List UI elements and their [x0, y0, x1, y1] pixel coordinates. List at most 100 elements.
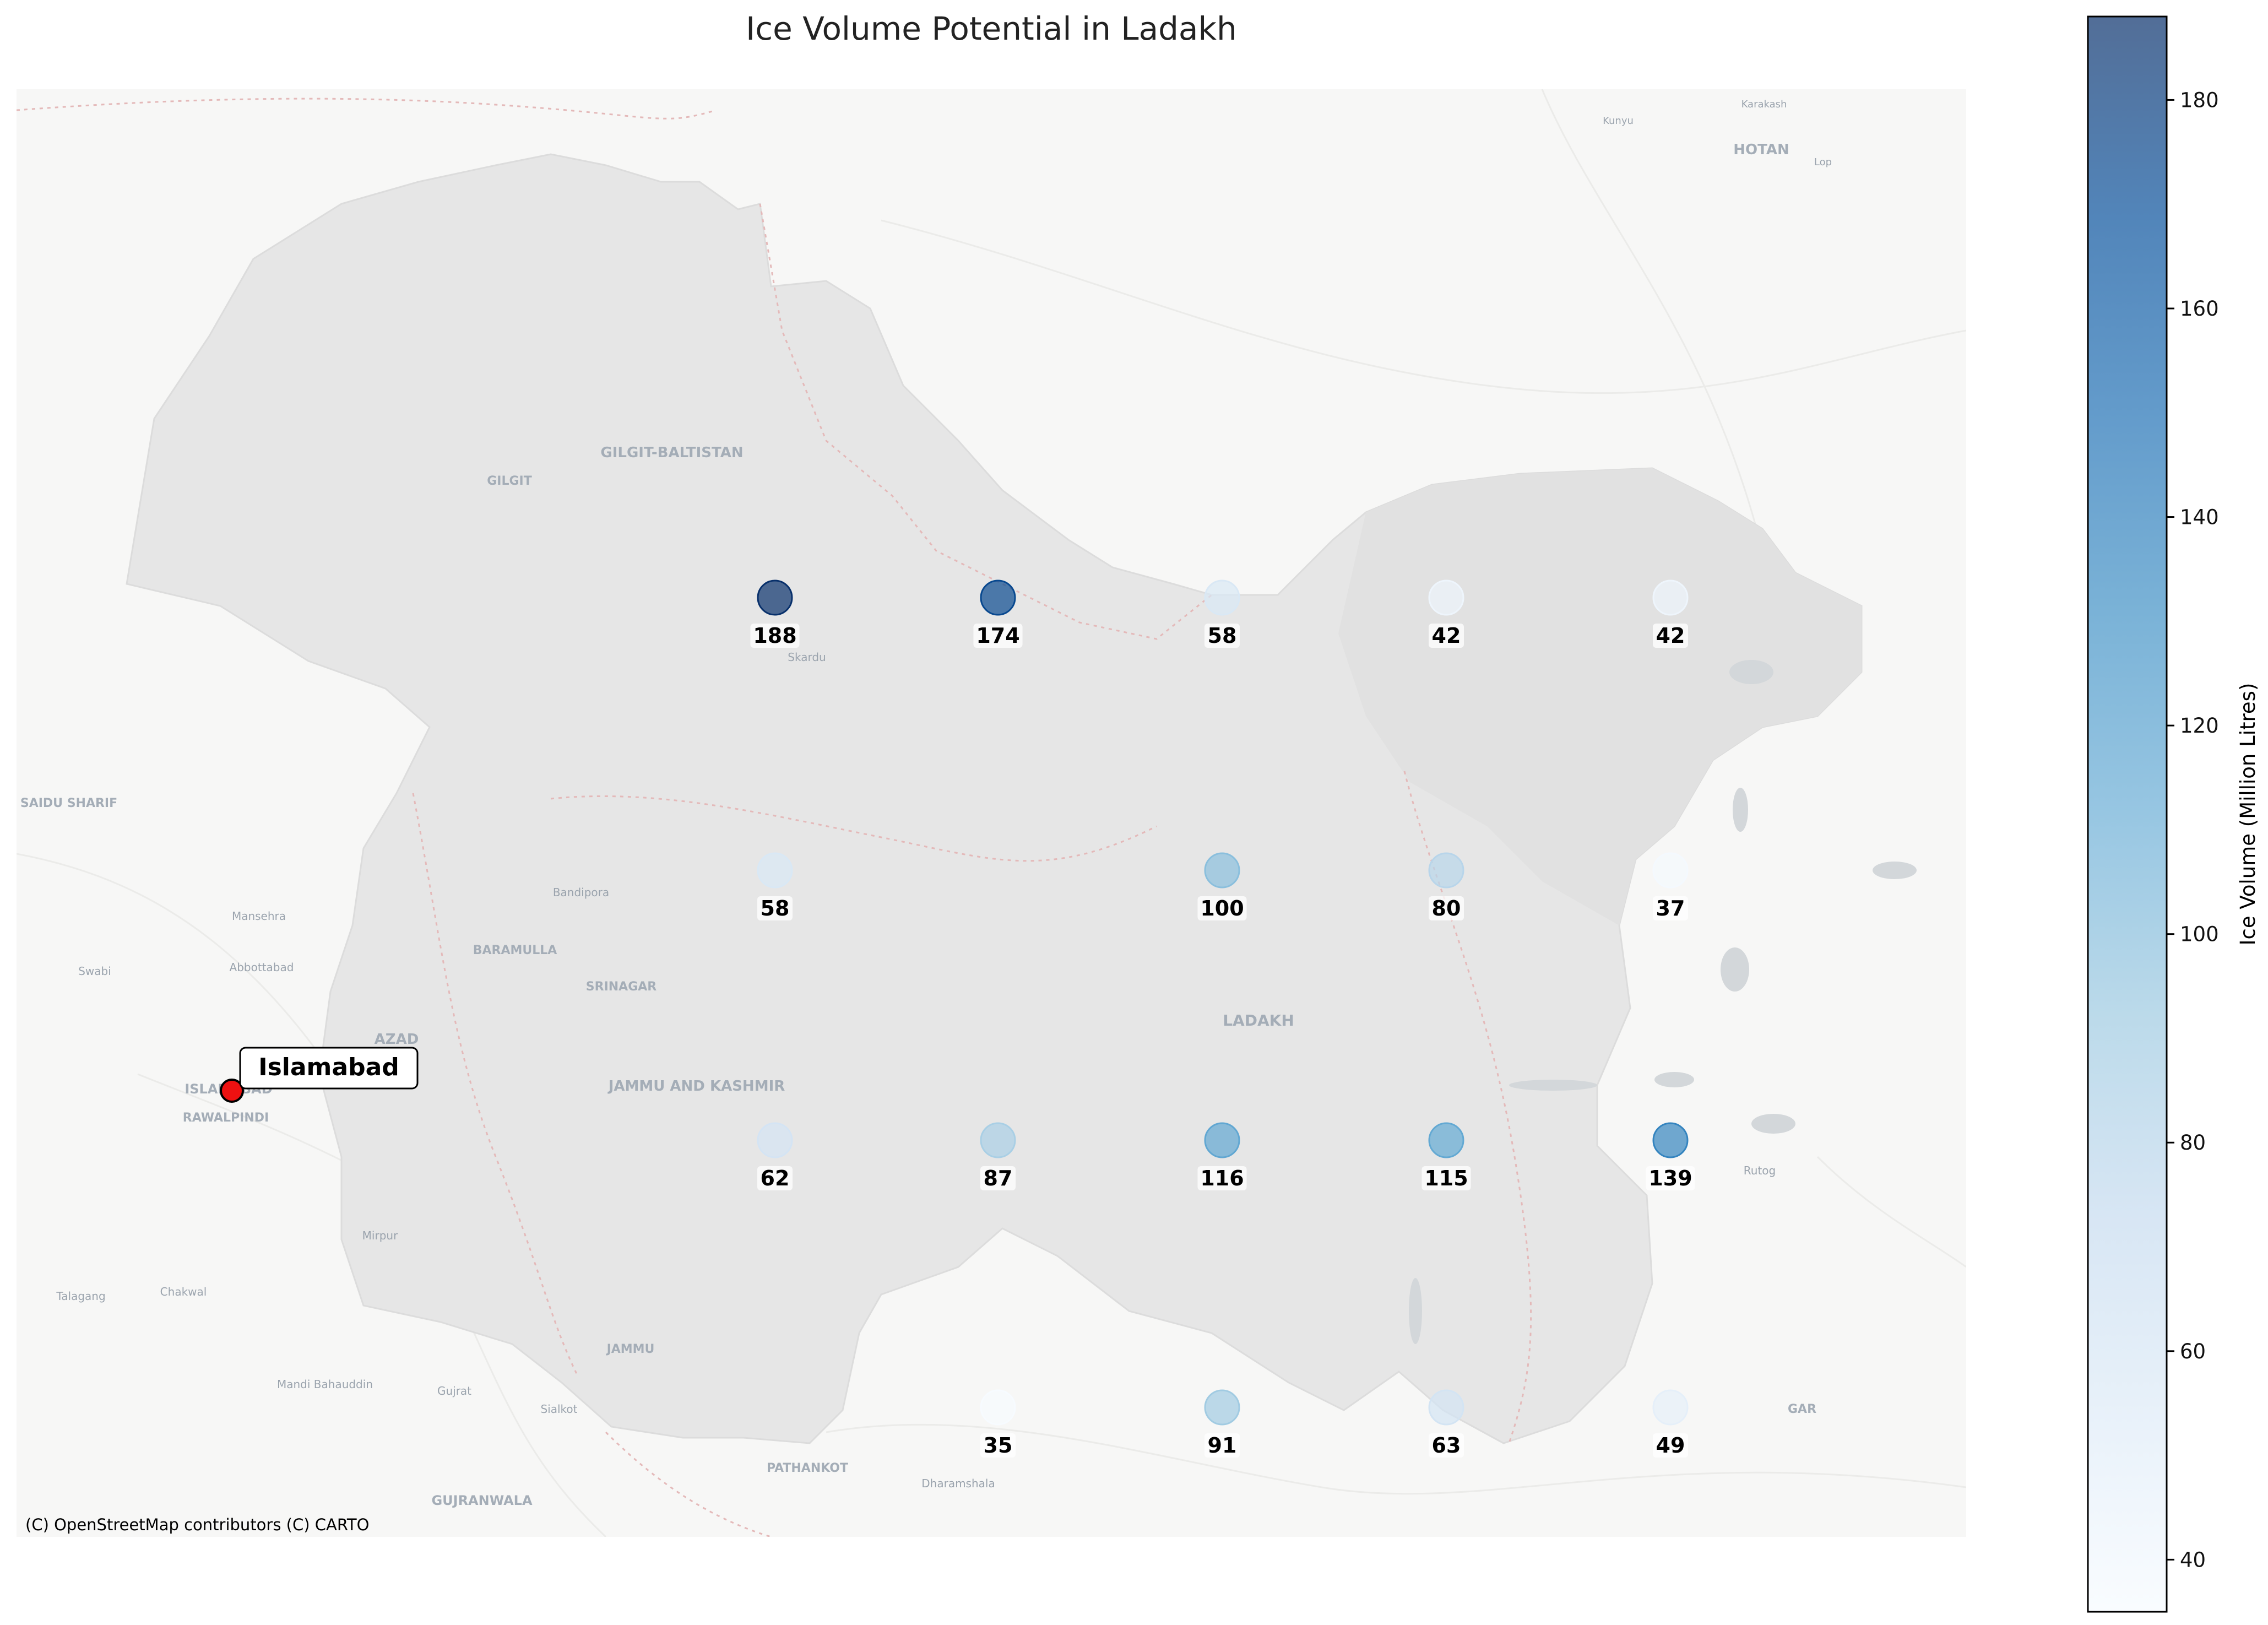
- value-label-bg: [1204, 1433, 1240, 1458]
- colorbar-tick-label: 60: [2180, 1340, 2206, 1363]
- label-jammu: JAMMU: [606, 1342, 655, 1356]
- label-gilgit: GILGIT: [487, 474, 532, 488]
- ice-point[interactable]: [1428, 579, 1464, 616]
- label-swabi: Swabi: [78, 965, 111, 978]
- label-srinagar: SRINAGAR: [586, 980, 656, 994]
- colorbar-tick-label: 180: [2180, 88, 2219, 112]
- colorbar-tick-label: 140: [2180, 506, 2219, 529]
- ice-point[interactable]: [757, 1122, 793, 1158]
- islamabad-marker[interactable]: Islamabad: [220, 1047, 419, 1103]
- value-label: 58: [1208, 624, 1237, 648]
- basemap-labels: GILGIT-BALTISTAN GILGIT Skardu LADAKH JA…: [20, 99, 1832, 1508]
- ice-point[interactable]: [1652, 579, 1689, 616]
- ice-point[interactable]: [980, 1389, 1016, 1426]
- label-gujrat: Gujrat: [437, 1384, 471, 1398]
- value-label: 115: [1424, 1166, 1468, 1190]
- islamabad-dot[interactable]: [220, 1079, 244, 1103]
- region-jammu-kashmir: [126, 153, 1863, 1444]
- value-label: 62: [761, 1166, 790, 1190]
- label-gujranwala: GUJRANWALA: [431, 1493, 533, 1508]
- label-rawalpindi: RAWALPINDI: [183, 1111, 269, 1125]
- value-label-bg: [980, 1166, 1016, 1190]
- ice-point[interactable]: [1428, 1122, 1464, 1158]
- colorbar-tick-label: 80: [2180, 1131, 2206, 1155]
- value-label-bg: [1204, 624, 1240, 648]
- value-label: 100: [1200, 896, 1244, 920]
- label-baramulla: BARAMULLA: [473, 944, 557, 957]
- value-label: 37: [1656, 896, 1685, 920]
- label-rutog: Rutog: [1744, 1164, 1776, 1177]
- label-hotan: HOTAN: [1733, 142, 1789, 158]
- value-label: 42: [1656, 624, 1685, 648]
- water-bodies: [1409, 660, 1917, 1344]
- colorbar-ticks: 40 60 80 100 120 140 160 180: [2167, 88, 2219, 1572]
- ice-point[interactable]: [1204, 1389, 1240, 1426]
- label-sialkot: Sialkot: [540, 1402, 577, 1416]
- region-aksai-chin: [1338, 468, 1862, 925]
- value-label-bg: [980, 1433, 1016, 1458]
- border-lines: [17, 98, 1532, 1537]
- value-label: 58: [761, 896, 790, 920]
- value-label-bg: [1653, 896, 1688, 920]
- label-chakwal: Chakwal: [160, 1285, 207, 1298]
- map-title: Ice Volume Potential in Ladakh: [746, 10, 1237, 47]
- value-label-bg: [1653, 624, 1688, 648]
- islamabad-label-box: [239, 1047, 419, 1090]
- value-label: 91: [1208, 1433, 1237, 1458]
- value-label: 63: [1432, 1433, 1461, 1458]
- value-label: 87: [984, 1166, 1013, 1190]
- label-gar: GAR: [1788, 1402, 1816, 1416]
- value-label-bg: [1429, 624, 1464, 648]
- value-label-bg: [757, 896, 793, 920]
- ice-point[interactable]: [1204, 579, 1240, 616]
- value-label-bg: [1429, 896, 1464, 920]
- colorbar-tick-label: 160: [2180, 297, 2219, 321]
- value-label-bg: [1197, 1166, 1247, 1190]
- value-label: 116: [1200, 1166, 1244, 1190]
- value-label-bg: [750, 624, 800, 648]
- value-label-bg: [1197, 896, 1247, 920]
- label-talagang: Talagang: [56, 1290, 105, 1303]
- value-label: 174: [976, 624, 1019, 648]
- ice-point[interactable]: [1652, 1389, 1689, 1426]
- colorbar-tick-label: 120: [2180, 714, 2219, 738]
- value-label-bg: [1429, 1433, 1464, 1458]
- label-mirpur: Mirpur: [362, 1229, 398, 1242]
- value-label: 42: [1432, 624, 1461, 648]
- value-label: 188: [753, 624, 796, 648]
- label-pathankot: PATHANKOT: [767, 1461, 848, 1475]
- label-jammu-kashmir: JAMMU AND KASHMIR: [607, 1078, 785, 1095]
- ice-point[interactable]: [1428, 852, 1464, 889]
- value-label: 139: [1648, 1166, 1692, 1190]
- value-label: 35: [984, 1433, 1013, 1458]
- label-ladakh: LADAKH: [1223, 1011, 1294, 1030]
- colorbar-gradient: [2087, 15, 2168, 1613]
- label-lop: Lop: [1814, 156, 1832, 168]
- label-saidu-sharif: SAIDU SHARIF: [20, 797, 117, 810]
- colorbar-label: Ice Volume (Million Litres): [2236, 683, 2260, 946]
- ice-volume-points: 188 174 58 42 42 58 100 80 37 62 87 116 115 139 35 91 63…: [750, 579, 1695, 1458]
- value-label-bg: [1646, 1166, 1695, 1190]
- value-label: 80: [1432, 896, 1461, 920]
- ice-point[interactable]: [757, 579, 793, 616]
- ice-point[interactable]: [1428, 1389, 1464, 1426]
- label-azad: AZAD: [375, 1031, 419, 1048]
- label-dharamshala: Dharamshala: [921, 1477, 995, 1490]
- map-attribution: (C) OpenStreetMap contributors (C) CARTO: [25, 1515, 369, 1534]
- colorbar-tick-label: 100: [2180, 923, 2219, 946]
- ice-point[interactable]: [1204, 852, 1240, 889]
- ice-point[interactable]: [980, 1122, 1016, 1158]
- ice-point[interactable]: [980, 579, 1016, 616]
- label-bandipora: Bandipora: [553, 886, 609, 899]
- label-gilgit-baltistan: GILGIT-BALTISTAN: [600, 445, 743, 461]
- label-skardu: Skardu: [788, 651, 826, 664]
- label-abbottabad: Abbottabad: [230, 961, 294, 974]
- label-mandi-bahauddin: Mandi Bahauddin: [277, 1378, 373, 1391]
- ice-point[interactable]: [1652, 1122, 1689, 1158]
- ice-point[interactable]: [757, 852, 793, 889]
- ice-point[interactable]: [1652, 852, 1689, 889]
- value-label-bg: [1421, 1166, 1471, 1190]
- ice-point[interactable]: [1204, 1122, 1240, 1158]
